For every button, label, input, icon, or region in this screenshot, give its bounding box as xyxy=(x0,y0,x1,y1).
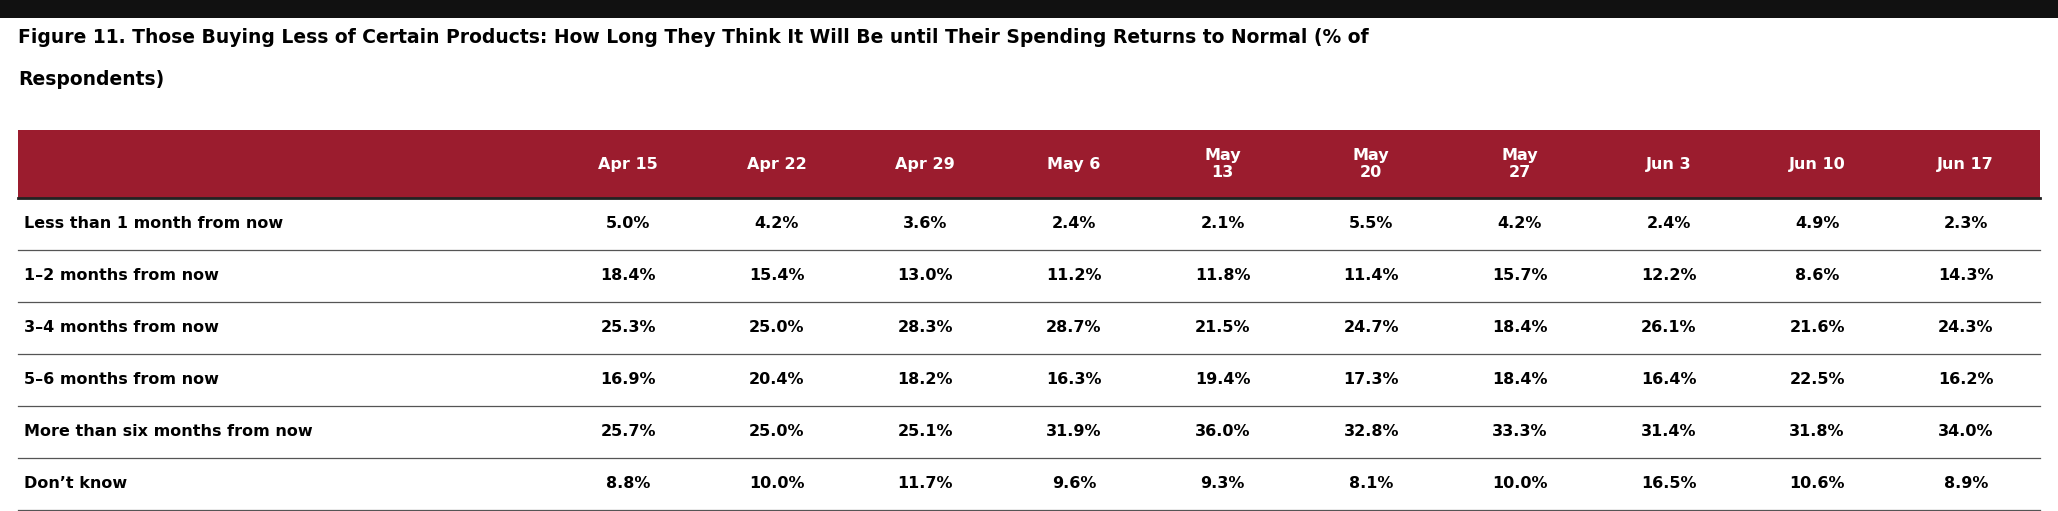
Text: 33.3%: 33.3% xyxy=(1492,425,1548,439)
Text: 21.5%: 21.5% xyxy=(1196,320,1251,336)
Text: 31.8%: 31.8% xyxy=(1788,425,1844,439)
Text: 2.4%: 2.4% xyxy=(1646,217,1690,231)
Text: 11.8%: 11.8% xyxy=(1196,268,1251,284)
Text: 20.4%: 20.4% xyxy=(749,373,805,387)
Text: 26.1%: 26.1% xyxy=(1640,320,1696,336)
Text: Apr 15: Apr 15 xyxy=(599,156,659,172)
Text: 2.4%: 2.4% xyxy=(1052,217,1097,231)
Text: Jun 3: Jun 3 xyxy=(1646,156,1692,172)
Text: 31.4%: 31.4% xyxy=(1640,425,1696,439)
Text: 2.3%: 2.3% xyxy=(1943,217,1988,231)
Text: Don’t know: Don’t know xyxy=(25,476,128,492)
Text: 12.2%: 12.2% xyxy=(1640,268,1696,284)
Text: Jun 10: Jun 10 xyxy=(1788,156,1846,172)
Text: 10.0%: 10.0% xyxy=(1492,476,1548,492)
Text: 5–6 months from now: 5–6 months from now xyxy=(25,373,218,387)
Text: 19.4%: 19.4% xyxy=(1196,373,1251,387)
Text: 28.7%: 28.7% xyxy=(1045,320,1101,336)
Text: 21.6%: 21.6% xyxy=(1788,320,1844,336)
Text: 4.2%: 4.2% xyxy=(1498,217,1541,231)
Text: 25.0%: 25.0% xyxy=(749,425,805,439)
Text: 8.9%: 8.9% xyxy=(1943,476,1988,492)
Text: 11.7%: 11.7% xyxy=(897,476,953,492)
Text: 18.4%: 18.4% xyxy=(1492,320,1548,336)
Text: More than six months from now: More than six months from now xyxy=(25,425,313,439)
Text: 4.9%: 4.9% xyxy=(1795,217,1840,231)
Text: 32.8%: 32.8% xyxy=(1344,425,1399,439)
Text: 16.2%: 16.2% xyxy=(1939,373,1994,387)
Text: 8.1%: 8.1% xyxy=(1350,476,1393,492)
Text: 36.0%: 36.0% xyxy=(1196,425,1251,439)
Text: 8.6%: 8.6% xyxy=(1795,268,1840,284)
Text: 16.3%: 16.3% xyxy=(1045,373,1101,387)
Text: May 6: May 6 xyxy=(1048,156,1101,172)
Text: 5.5%: 5.5% xyxy=(1350,217,1393,231)
Text: 24.7%: 24.7% xyxy=(1344,320,1399,336)
Text: May
13: May 13 xyxy=(1204,148,1241,180)
Text: 18.4%: 18.4% xyxy=(1492,373,1548,387)
Text: 3–4 months from now: 3–4 months from now xyxy=(25,320,218,336)
Text: 9.6%: 9.6% xyxy=(1052,476,1097,492)
Text: Less than 1 month from now: Less than 1 month from now xyxy=(25,217,284,231)
Text: 28.3%: 28.3% xyxy=(897,320,953,336)
Text: 22.5%: 22.5% xyxy=(1788,373,1844,387)
Text: 25.0%: 25.0% xyxy=(749,320,805,336)
Text: 34.0%: 34.0% xyxy=(1939,425,1994,439)
Text: 24.3%: 24.3% xyxy=(1939,320,1994,336)
Text: Jun 17: Jun 17 xyxy=(1937,156,1994,172)
Text: 25.1%: 25.1% xyxy=(897,425,953,439)
Text: Apr 29: Apr 29 xyxy=(895,156,955,172)
Text: 15.4%: 15.4% xyxy=(749,268,805,284)
Text: 9.3%: 9.3% xyxy=(1200,476,1245,492)
Text: 2.1%: 2.1% xyxy=(1200,217,1245,231)
Text: 25.3%: 25.3% xyxy=(601,320,657,336)
Text: 10.0%: 10.0% xyxy=(749,476,805,492)
Text: 4.2%: 4.2% xyxy=(755,217,799,231)
Text: 11.2%: 11.2% xyxy=(1045,268,1101,284)
Text: Figure 11. Those Buying Less of Certain Products: How Long They Think It Will Be: Figure 11. Those Buying Less of Certain … xyxy=(19,28,1369,47)
Text: 15.7%: 15.7% xyxy=(1492,268,1548,284)
Text: 18.2%: 18.2% xyxy=(897,373,953,387)
Text: Respondents): Respondents) xyxy=(19,70,165,89)
Text: 3.6%: 3.6% xyxy=(903,217,947,231)
Text: 8.8%: 8.8% xyxy=(605,476,650,492)
Text: Apr 22: Apr 22 xyxy=(747,156,807,172)
Text: 16.5%: 16.5% xyxy=(1640,476,1696,492)
Text: 1–2 months from now: 1–2 months from now xyxy=(25,268,218,284)
Text: 17.3%: 17.3% xyxy=(1344,373,1399,387)
Text: 5.0%: 5.0% xyxy=(605,217,650,231)
Text: 16.4%: 16.4% xyxy=(1640,373,1696,387)
Text: 11.4%: 11.4% xyxy=(1344,268,1399,284)
Text: 14.3%: 14.3% xyxy=(1939,268,1994,284)
Text: 10.6%: 10.6% xyxy=(1788,476,1844,492)
Text: 25.7%: 25.7% xyxy=(601,425,657,439)
Text: May
27: May 27 xyxy=(1502,148,1537,180)
Text: 16.9%: 16.9% xyxy=(601,373,657,387)
Text: May
20: May 20 xyxy=(1352,148,1389,180)
Text: 31.9%: 31.9% xyxy=(1045,425,1101,439)
Text: 18.4%: 18.4% xyxy=(601,268,657,284)
Text: 13.0%: 13.0% xyxy=(897,268,953,284)
